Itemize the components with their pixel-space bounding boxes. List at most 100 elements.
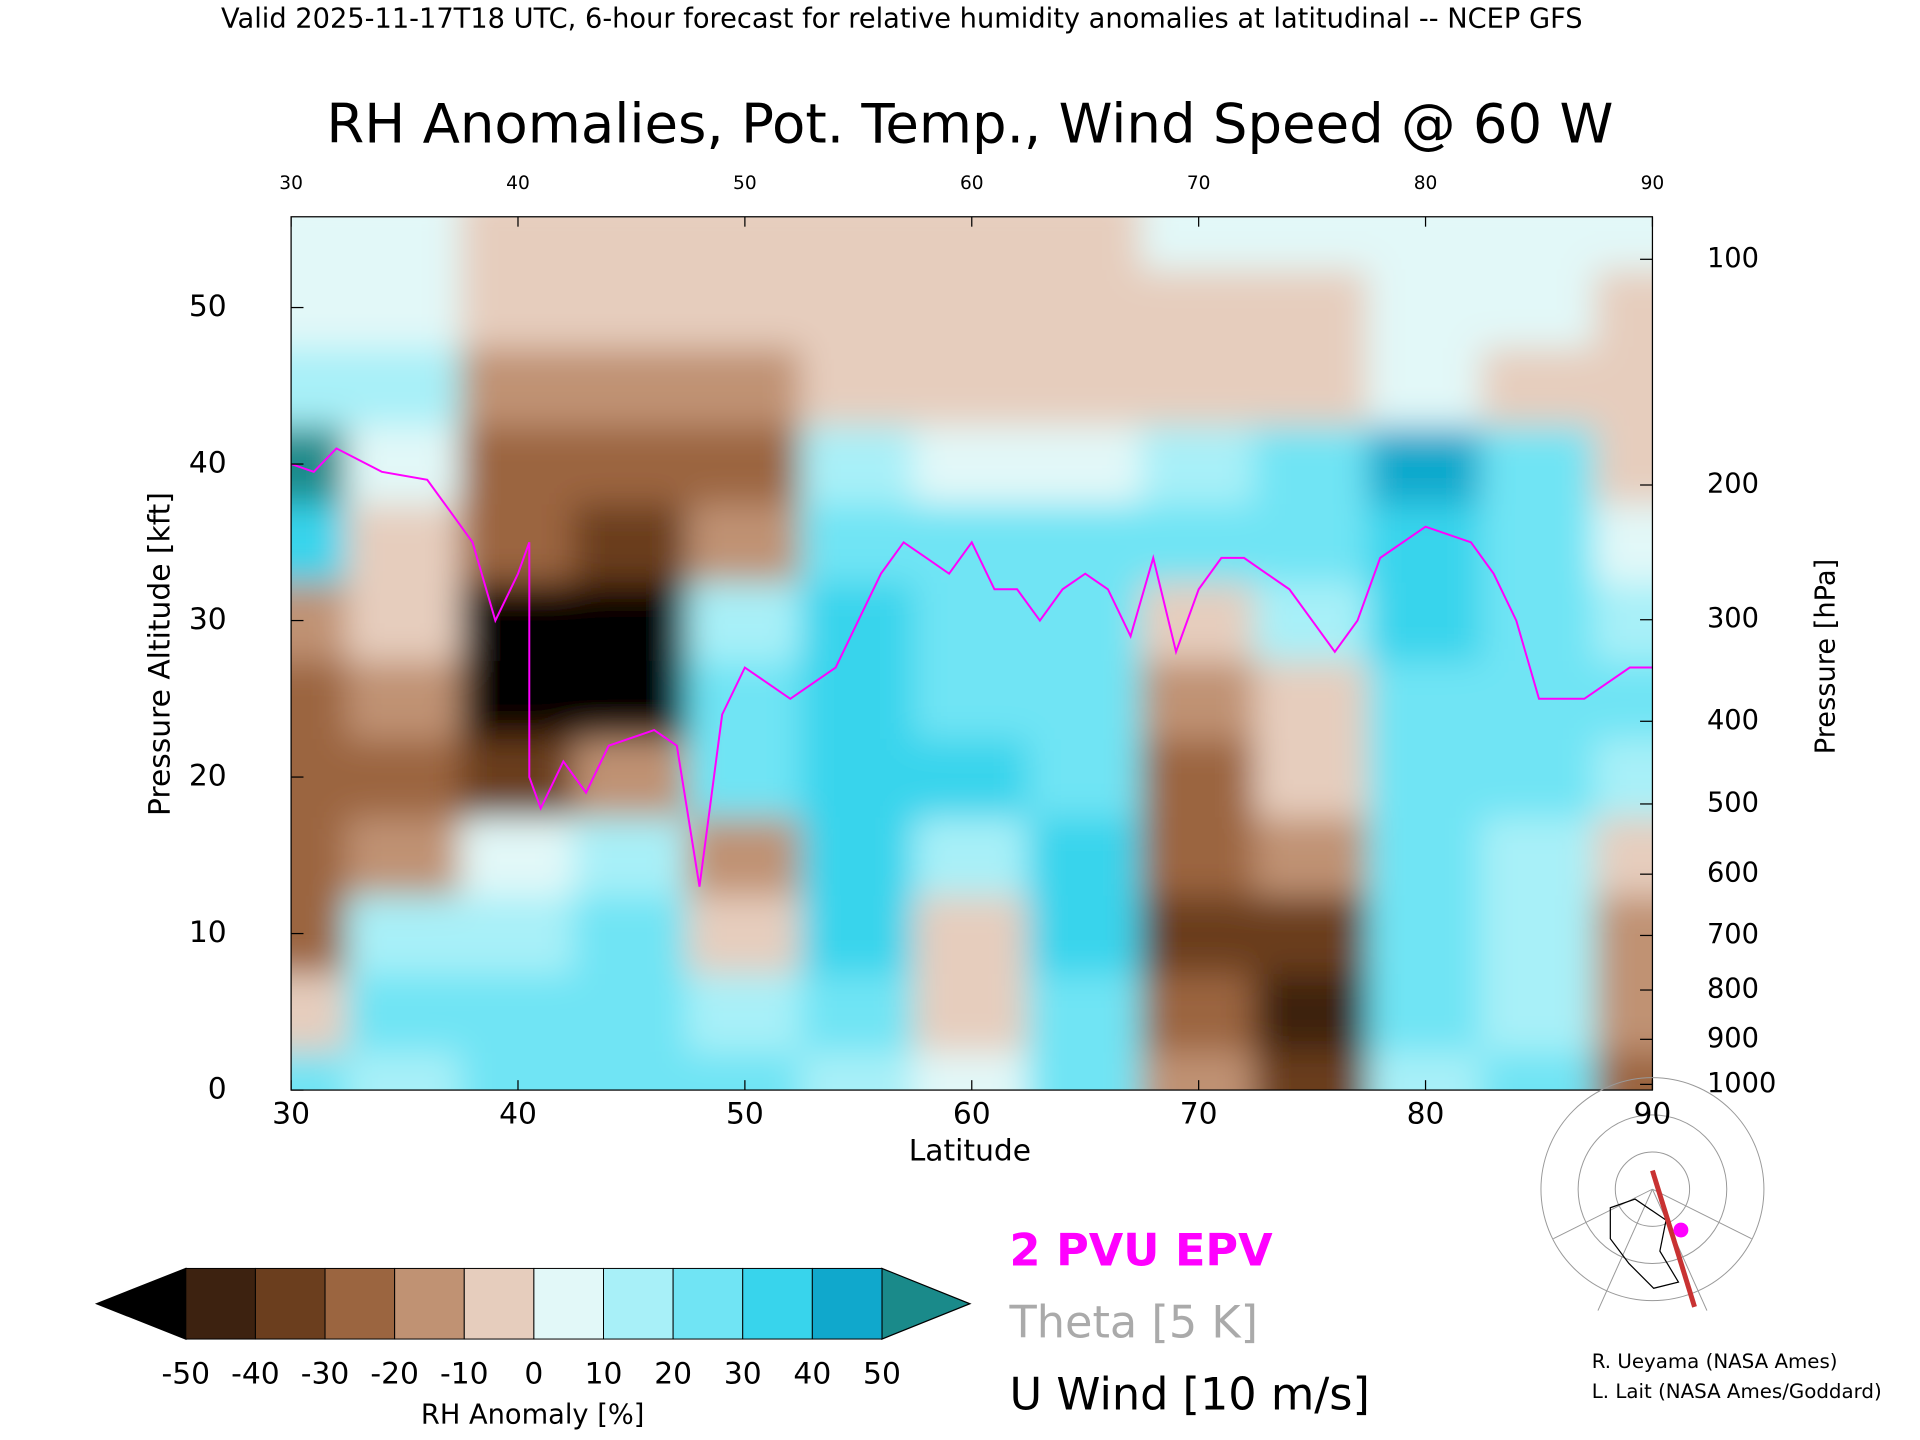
locator-map (1540, 1077, 1765, 1311)
field-cell (460, 736, 576, 818)
field-cell (1027, 345, 1144, 427)
field-cell (1367, 216, 1484, 270)
colorbar-tick-label: -10 (440, 1356, 489, 1391)
field-cell (1594, 345, 1653, 427)
field-cell (1254, 267, 1371, 348)
field-cell (800, 736, 917, 818)
colorbar-over (881, 1267, 972, 1340)
x-tick-label: 70 (1180, 1096, 1218, 1131)
colorbar-tick-label: 30 (724, 1356, 762, 1391)
field-cell (573, 345, 690, 427)
x-tick-label: 60 (953, 1096, 991, 1131)
field-cell (573, 814, 690, 896)
field-cell (346, 501, 463, 583)
field-cell (1140, 345, 1257, 427)
field-cell (1367, 345, 1484, 427)
field-cell (1254, 736, 1371, 818)
field-cell (913, 345, 1030, 427)
field-cell (291, 216, 350, 270)
field-cell (1027, 580, 1144, 661)
y2-tick-label: 700 (1707, 919, 1759, 950)
field-cell (1027, 501, 1144, 583)
field-cell (1027, 971, 1144, 1053)
field-cell (460, 580, 576, 661)
x-tick-label-top: 90 (1641, 173, 1665, 194)
field-cell (1027, 736, 1144, 818)
field-cell (686, 736, 803, 818)
y2-tick-label: 200 (1707, 469, 1759, 500)
colorbar-label: RH Anomaly [%] (421, 1399, 644, 1430)
field-cell (800, 267, 917, 348)
y2-tick-label: 800 (1707, 974, 1759, 1005)
field-cell (1367, 736, 1484, 818)
field-cell (800, 501, 917, 583)
field-cell (800, 423, 917, 505)
field-cell (460, 814, 576, 896)
field-cell (1594, 580, 1653, 661)
colorbar-box (533, 1267, 604, 1340)
field-cell (1254, 345, 1371, 427)
field-cell (1254, 893, 1371, 974)
map-coast (1609, 1198, 1680, 1289)
colorbar-under (94, 1267, 187, 1340)
field-cell (1254, 971, 1371, 1053)
field-cell (686, 216, 803, 270)
field-cell (913, 814, 1030, 896)
field-cell (800, 893, 917, 974)
colorbar-tick-label: 50 (863, 1356, 901, 1391)
field-cell (1367, 267, 1484, 348)
colorbar-box (394, 1267, 465, 1340)
field-cell (1027, 658, 1144, 740)
colorbar-tick-label: -20 (370, 1356, 419, 1391)
y-tick-label: 10 (189, 915, 227, 950)
x-tick-label: 90 (1634, 1096, 1672, 1131)
y2-tick-label: 400 (1707, 705, 1759, 736)
field-cell (1140, 267, 1257, 348)
y-axis-label: Pressure Altitude [kft] (143, 492, 178, 816)
y2-tick-label: 600 (1707, 858, 1759, 889)
x-tick-label: 50 (726, 1096, 764, 1131)
field-cell (800, 216, 917, 270)
x-tick-label-top: 70 (1187, 173, 1211, 194)
field-cell (1027, 216, 1144, 270)
field-cell (460, 893, 576, 974)
colorbar-tick-label: 20 (654, 1356, 692, 1391)
field-cell (573, 971, 690, 1053)
field-cell (1367, 971, 1484, 1053)
colorbar-tick-label: 10 (585, 1356, 623, 1391)
field-cell (346, 267, 463, 348)
overlay (291, 447, 1653, 887)
y2-tick-label: 300 (1707, 603, 1759, 634)
credit: R. Ueyama (NASA Ames) (1592, 1350, 1838, 1373)
colorbar-tick-label: -30 (301, 1356, 350, 1391)
field-cell (346, 216, 463, 270)
field-cell (1027, 423, 1144, 505)
y-tick-label: 40 (189, 446, 227, 481)
colorbar-box (463, 1267, 535, 1340)
field-cell (1254, 1049, 1371, 1091)
x-tick-label-top: 80 (1414, 173, 1438, 194)
x-tick-label-top: 50 (733, 173, 757, 194)
field-cell (1594, 216, 1653, 270)
y2-tick-label: 900 (1707, 1023, 1759, 1054)
field-cell (1481, 971, 1597, 1053)
field-cell (686, 267, 803, 348)
field-cell (686, 580, 803, 661)
field-cell (686, 893, 803, 974)
field-cell (1594, 814, 1653, 896)
legend-entry: U Wind [10 m/s] (1010, 1368, 1370, 1420)
field-cells (291, 216, 1653, 1091)
field-cell (573, 501, 690, 583)
header: Valid 2025-11-17T18 UTC, 6-hour forecast… (221, 3, 1583, 34)
field-cell (1481, 893, 1597, 974)
field-cell (1254, 814, 1371, 896)
field-cell (913, 893, 1030, 974)
field-cell (686, 658, 803, 740)
field-cell (800, 658, 917, 740)
map-bg (1553, 1161, 1752, 1311)
field-cell (1140, 736, 1257, 818)
field-cell (800, 814, 917, 896)
field-cell (346, 658, 463, 740)
field-cell (460, 216, 576, 270)
